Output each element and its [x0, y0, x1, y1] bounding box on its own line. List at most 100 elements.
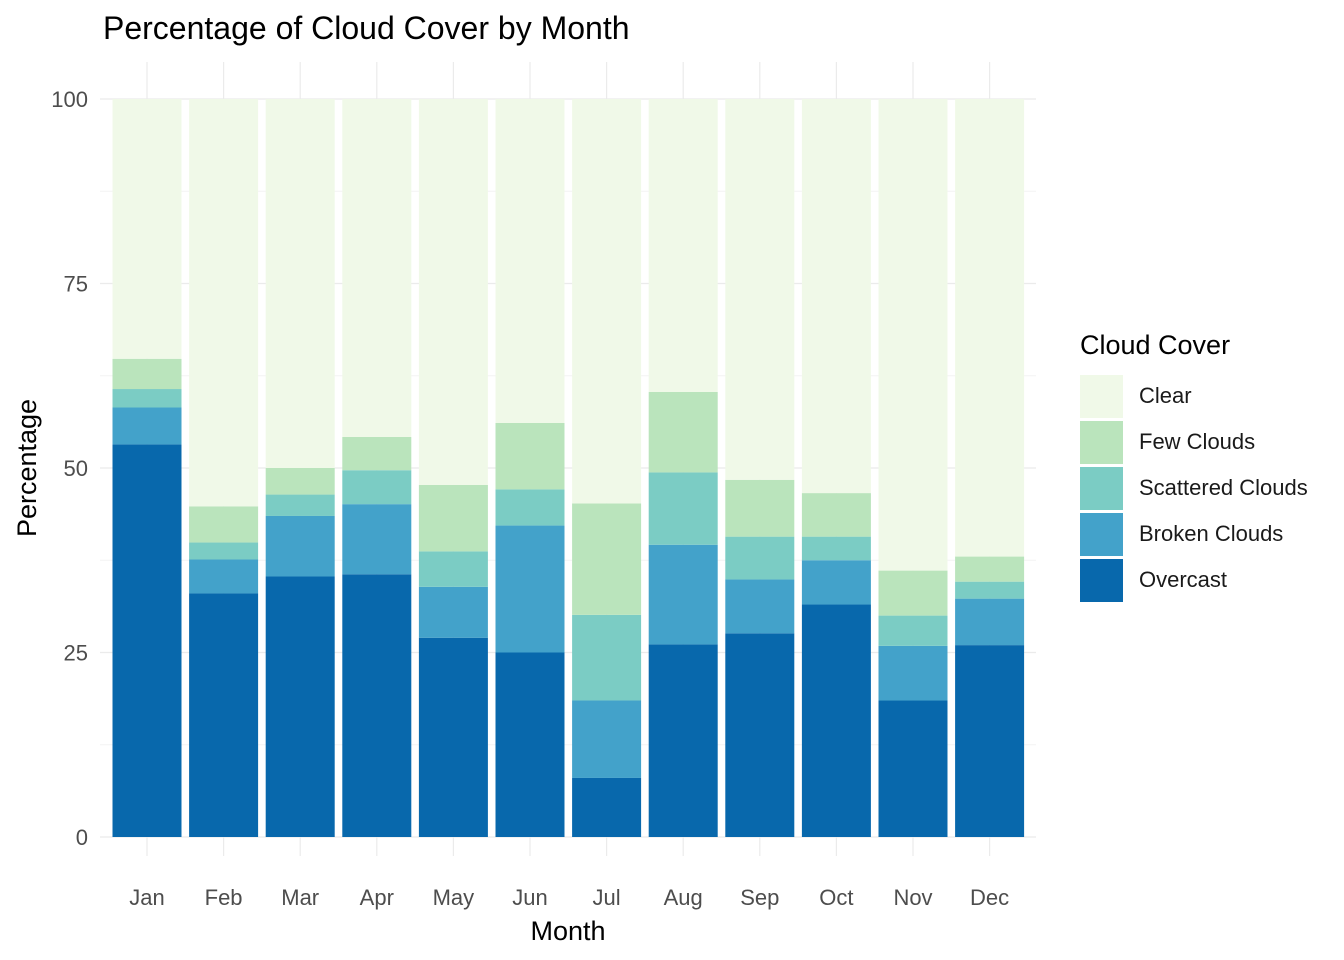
bar-broken-clouds-jan: [112, 407, 182, 445]
bar-overcast-dec: [955, 645, 1025, 837]
legend-item-few-clouds: Few Clouds: [1080, 419, 1308, 465]
x-tick-label-sep: Sep: [740, 885, 779, 910]
bar-overcast-aug: [648, 644, 718, 837]
legend-title: Cloud Cover: [1080, 330, 1231, 360]
bar-clear-jan: [112, 99, 182, 359]
bar-scattered-clouds-may: [418, 551, 488, 587]
bar-clear-mar: [265, 99, 335, 468]
bar-overcast-feb: [189, 593, 259, 837]
x-tick-label-nov: Nov: [893, 885, 932, 910]
bar-broken-clouds-mar: [265, 515, 335, 577]
bar-broken-clouds-jun: [495, 525, 565, 653]
legend-swatch: [1080, 466, 1123, 510]
bar-overcast-sep: [725, 633, 795, 837]
bar-clear-jun: [495, 99, 565, 423]
bar-few-clouds-jan: [112, 358, 182, 390]
bar-few-clouds-sep: [725, 479, 795, 537]
x-tick-label-jun: Jun: [512, 885, 547, 910]
legend-item-clear: Clear: [1080, 373, 1308, 419]
bar-few-clouds-jun: [495, 422, 565, 490]
chart-title: Percentage of Cloud Cover by Month: [103, 10, 630, 46]
bar-scattered-clouds-nov: [878, 615, 948, 646]
legend-swatch: [1080, 420, 1123, 464]
bar-overcast-nov: [878, 700, 948, 837]
bar-clear-may: [418, 99, 488, 485]
y-tick-label: 0: [76, 825, 88, 850]
x-tick-label-may: May: [433, 885, 475, 910]
bar-clear-apr: [342, 99, 412, 438]
x-axis-ticks: Jan Feb Mar Apr May Jun Jul Aug Sep Oct Nov Dec: [129, 885, 1009, 910]
bar-broken-clouds-dec: [955, 598, 1025, 646]
bar-scattered-clouds-jan: [112, 389, 182, 408]
bar-few-clouds-mar: [265, 468, 335, 495]
legend-label: Few Clouds: [1139, 429, 1256, 454]
bar-overcast-apr: [342, 574, 412, 837]
bar-broken-clouds-feb: [189, 559, 259, 594]
bar-clear-feb: [189, 99, 259, 507]
x-tick-label-dec: Dec: [970, 885, 1009, 910]
bar-overcast-oct: [801, 604, 871, 837]
x-tick-label-apr: Apr: [360, 885, 394, 910]
bar-clear-jul: [572, 99, 642, 504]
bar-scattered-clouds-oct: [801, 536, 871, 561]
legend-item-broken-clouds: Broken Clouds: [1080, 511, 1308, 557]
bar-few-clouds-oct: [801, 493, 871, 537]
bar-few-clouds-may: [418, 484, 488, 552]
y-axis-title: Percentage: [12, 399, 42, 537]
bar-few-clouds-apr: [342, 437, 412, 471]
bar-scattered-clouds-aug: [648, 472, 718, 545]
bar-overcast-jul: [572, 777, 642, 837]
legend: Cloud Cover Clear Few Clouds Scattered Clo…: [1080, 330, 1308, 603]
y-tick-label: 100: [51, 87, 88, 112]
bar-scattered-clouds-dec: [955, 581, 1025, 599]
bar-broken-clouds-nov: [878, 645, 948, 701]
bar-stacks: [112, 99, 1025, 837]
bar-few-clouds-jul: [572, 503, 642, 615]
x-tick-label-jan: Jan: [129, 885, 164, 910]
bar-few-clouds-nov: [878, 570, 948, 616]
bar-broken-clouds-jul: [572, 700, 642, 778]
bar-overcast-jun: [495, 652, 565, 837]
x-tick-label-aug: Aug: [664, 885, 703, 910]
bar-scattered-clouds-sep: [725, 536, 795, 580]
y-axis-ticks: 0 25 50 75 100: [51, 87, 88, 850]
x-axis-title: Month: [530, 916, 605, 946]
bar-scattered-clouds-jun: [495, 489, 565, 526]
bar-overcast-jan: [112, 444, 182, 837]
x-tick-label-jul: Jul: [593, 885, 621, 910]
bar-scattered-clouds-apr: [342, 470, 412, 505]
bar-broken-clouds-aug: [648, 544, 718, 645]
legend-swatch: [1080, 512, 1123, 556]
bar-broken-clouds-sep: [725, 579, 795, 634]
bar-clear-aug: [648, 99, 718, 392]
legend-label: Scattered Clouds: [1139, 475, 1308, 500]
legend-swatch: [1080, 558, 1123, 602]
legend-swatch: [1080, 374, 1123, 418]
y-tick-label: 25: [64, 641, 88, 666]
legend-items: Clear Few Clouds Scattered Clouds Broken Cl…: [1080, 373, 1308, 603]
bar-few-clouds-dec: [955, 556, 1025, 582]
bar-overcast-may: [418, 637, 488, 837]
bar-overcast-mar: [265, 576, 335, 837]
bar-broken-clouds-oct: [801, 560, 871, 605]
legend-label: Overcast: [1139, 567, 1228, 592]
x-tick-label-mar: Mar: [281, 885, 319, 910]
bar-scattered-clouds-jul: [572, 614, 642, 701]
y-tick-label: 50: [64, 456, 88, 481]
x-tick-label-oct: Oct: [819, 885, 853, 910]
bar-clear-oct: [801, 99, 871, 494]
bar-broken-clouds-apr: [342, 504, 412, 575]
bar-clear-dec: [955, 99, 1025, 557]
bar-few-clouds-feb: [189, 506, 259, 543]
legend-label: Clear: [1139, 383, 1192, 408]
legend-item-overcast: Overcast: [1080, 557, 1308, 603]
bar-broken-clouds-may: [418, 586, 488, 638]
bar-clear-sep: [725, 99, 795, 480]
legend-label: Broken Clouds: [1139, 521, 1284, 546]
x-tick-label-feb: Feb: [205, 885, 243, 910]
bar-scattered-clouds-mar: [265, 494, 335, 516]
y-tick-label: 75: [64, 272, 88, 297]
bar-scattered-clouds-feb: [189, 542, 259, 560]
bar-clear-nov: [878, 99, 948, 571]
